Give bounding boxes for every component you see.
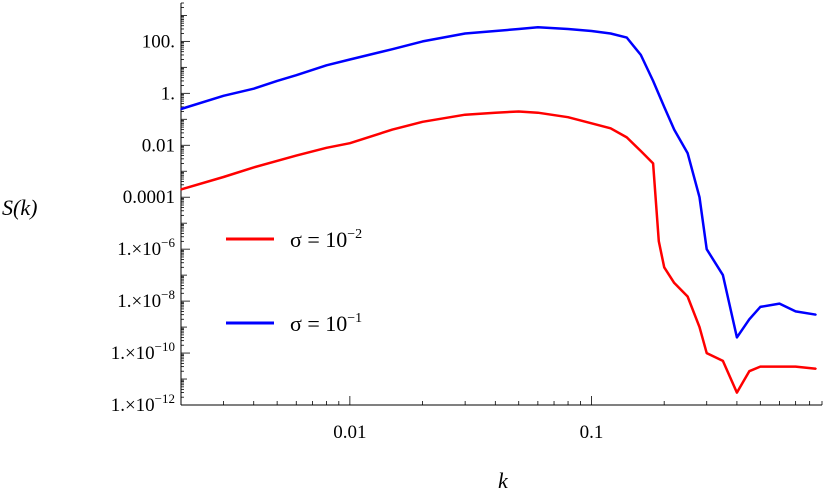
x-axis-title: k [498, 468, 509, 493]
series-0-point [686, 295, 689, 298]
x-tick-label: 0.01 [333, 422, 366, 443]
series-1-point [673, 128, 675, 131]
series-0-point [464, 113, 466, 116]
series-1-point [295, 74, 298, 76]
series-0-point [517, 110, 520, 113]
y-tick-label: 1.×10−12 [111, 391, 175, 416]
series-0-point [222, 176, 225, 178]
series-0-point [778, 365, 781, 368]
series-lines [180, 25, 817, 394]
series-0-point [652, 162, 654, 165]
series-0-point [705, 352, 708, 354]
series-1-point [325, 64, 328, 67]
series-1-point [590, 30, 593, 32]
y-tick-label: 0.01 [142, 135, 175, 156]
series-1-point [464, 32, 466, 35]
series-line-1 [180, 25, 817, 339]
series-1-point [778, 302, 781, 305]
series-0-point [736, 391, 738, 394]
series-1-point [222, 95, 225, 97]
y-tick-label: 0.0001 [123, 187, 175, 208]
series-1-point [421, 40, 424, 43]
series-1-point [722, 274, 724, 276]
legend-label-blue: σ = 10−1 [290, 311, 362, 336]
series-1-point [736, 336, 738, 339]
series-0-point [590, 122, 593, 125]
series-0-point [567, 116, 569, 118]
series-1-point [494, 30, 497, 32]
legend: σ = 10−2 σ = 10−1 [226, 227, 362, 336]
ticks: 100. 1. 0.01 0.0001 1.×10−6 1.×10−8 1.×10−10 1.… [111, 2, 823, 443]
series-1-point [759, 306, 762, 308]
series-0-point [391, 128, 394, 131]
series-1-point [640, 54, 642, 56]
series-0-point [640, 150, 642, 152]
series-0-point [349, 142, 351, 144]
series-1-point [276, 80, 278, 82]
series-0-point [673, 282, 675, 284]
series-0-point [180, 188, 182, 191]
series-1-point [794, 310, 797, 313]
series-0-point [325, 147, 328, 149]
series-1-point [815, 313, 817, 316]
series-0-point [494, 111, 497, 114]
series-0-point [815, 367, 817, 370]
series-1-point [391, 48, 394, 50]
series-0-point [658, 240, 660, 243]
series-0-point [794, 365, 797, 368]
series-1-point [567, 28, 569, 30]
series-line-0 [180, 110, 817, 394]
series-0-point [252, 166, 255, 169]
series-0-point [759, 365, 762, 368]
y-tick-label: 100. [142, 31, 175, 52]
series-1-point [180, 108, 182, 110]
series-0-point [609, 127, 612, 130]
y-tick-label: 1.×10−8 [117, 287, 175, 312]
series-0-point [698, 326, 701, 328]
legend-label-red: σ = 10−2 [290, 227, 362, 252]
y-tick-label: 1. [161, 83, 175, 104]
series-1-point [517, 28, 520, 30]
series-0-point [748, 370, 751, 373]
series-0-point [663, 266, 665, 269]
series-0-point [626, 136, 628, 139]
y-tick-label: 1.×10−6 [117, 235, 175, 260]
series-1-point [698, 196, 701, 198]
series-1-point [686, 152, 689, 154]
y-tick-label: 1.×10−10 [111, 339, 175, 364]
series-1-point [349, 58, 351, 61]
series-1-point [652, 80, 654, 82]
series-1-point [705, 248, 708, 250]
series-1-point [663, 106, 665, 108]
series-1-point [626, 36, 628, 39]
axes [180, 3, 822, 406]
series-1-point [252, 87, 255, 90]
x-tick-label: 0.1 [580, 422, 604, 443]
series-1-point [537, 26, 539, 29]
series-0-point [421, 121, 424, 123]
series-0-point [295, 154, 298, 157]
y-axis-title: S(k) [2, 195, 37, 220]
series-1-point [609, 32, 612, 35]
series-1-point [748, 318, 751, 321]
series-0-point [537, 111, 539, 114]
series-0-point [722, 360, 724, 362]
